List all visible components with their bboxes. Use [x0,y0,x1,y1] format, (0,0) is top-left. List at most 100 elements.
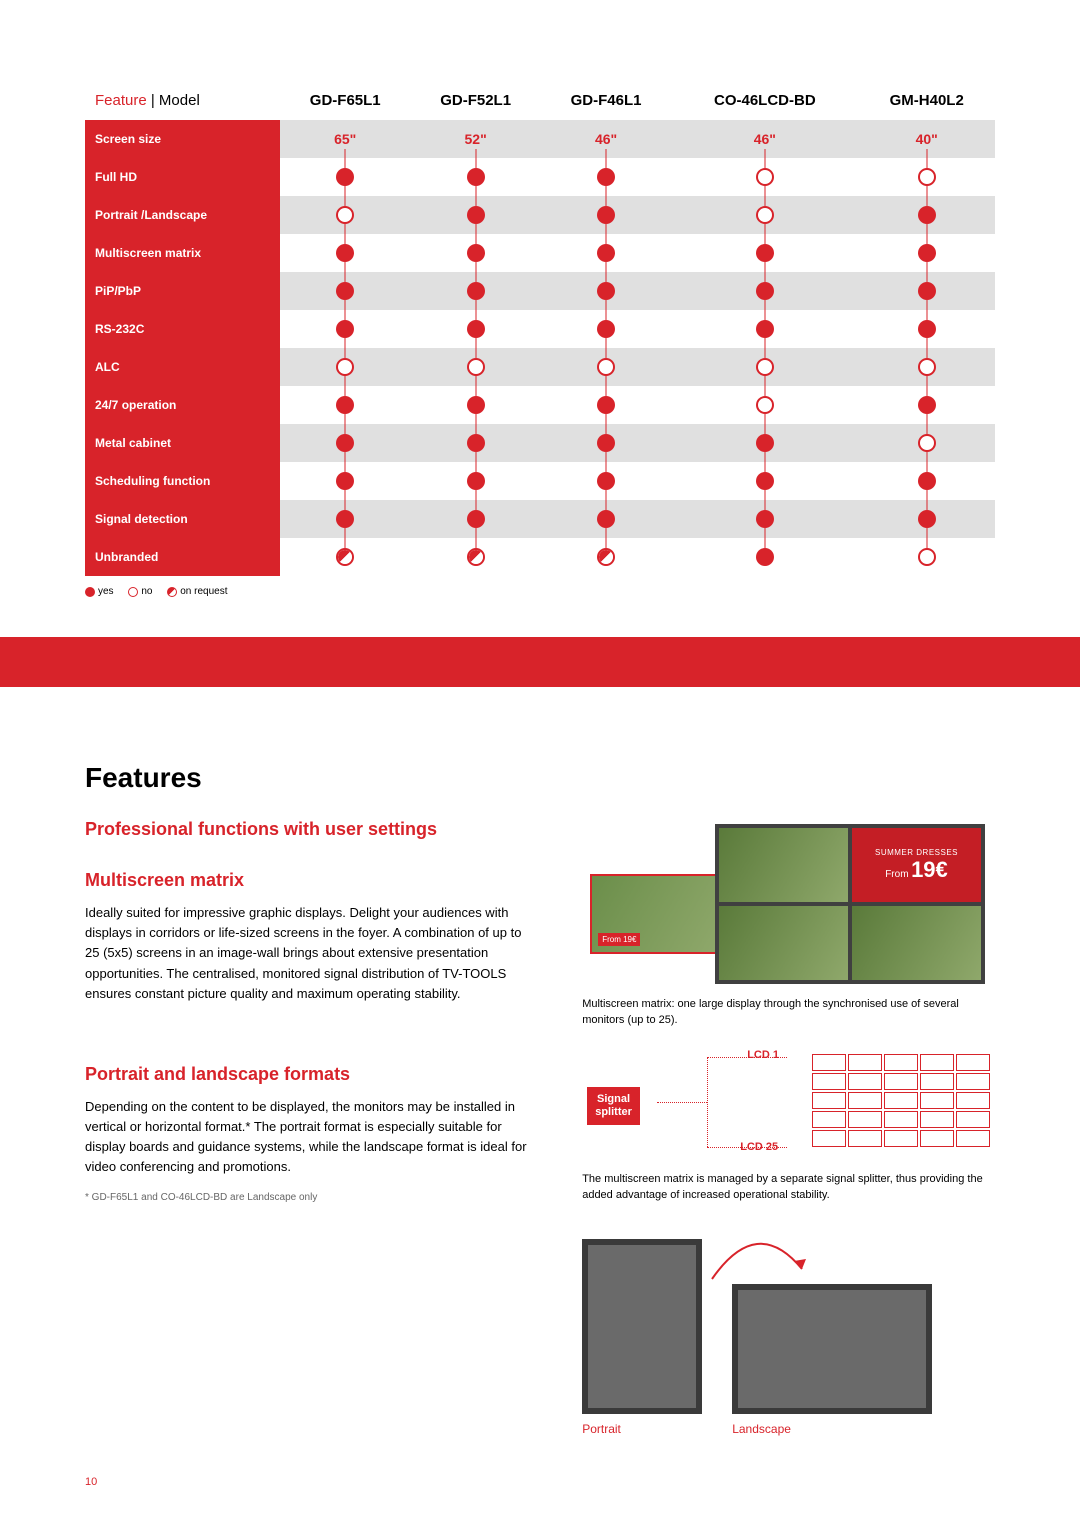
grid-cell [852,906,981,980]
lcd-cell [812,1054,846,1071]
lcd-cell [956,1111,990,1128]
dot-yes-icon [467,472,485,490]
dot-yes-icon [597,510,615,528]
dot-yes-icon [756,548,774,566]
dot-yes-icon [467,206,485,224]
portrait-frame [582,1239,702,1414]
dot-yes-icon [597,244,615,262]
lcd-cell [920,1054,954,1071]
feature-row-label: RS-232C [85,310,280,348]
dot-yes-icon [597,320,615,338]
dot-yes-icon [336,168,354,186]
legend-req-icon [167,587,177,597]
dot-no-icon [918,548,936,566]
table-legend: yes no on request [85,586,995,597]
feature-row-label: PiP/PbP [85,272,280,310]
dot-yes-icon [336,244,354,262]
features-title: Features [85,762,995,794]
multiscreen-heading: Multiscreen matrix [85,870,532,891]
portrait-heading: Portrait and landscape formats [85,1064,532,1085]
lcd-cell [812,1130,846,1147]
dot-no-icon [336,206,354,224]
feature-cell [858,538,995,576]
lcd-cell [812,1092,846,1109]
dot-yes-icon [597,206,615,224]
dot-yes-icon [597,472,615,490]
lcd-cell [848,1130,882,1147]
grid-cell [719,906,848,980]
dot-req-icon [597,548,615,566]
dot-yes-icon [336,434,354,452]
dot-yes-icon [918,244,936,262]
multiscreen-caption: Multiscreen matrix: one large display th… [582,997,995,1029]
comparison-table: Feature | Model GD-F65L1 GD-F52L1 GD-F46… [85,80,995,576]
dot-no-icon [756,206,774,224]
dot-yes-icon [756,472,774,490]
lcd-cell [848,1111,882,1128]
lcd-cell [920,1130,954,1147]
lcd-cell [812,1073,846,1090]
dot-yes-icon [467,434,485,452]
feature-row-label: Screen size [85,120,280,158]
multiscreen-illustration: From 19€ SUMMER DRESSES From 19€ [582,819,995,989]
page-number: 10 [85,1476,995,1488]
feature-row-label: Full HD [85,158,280,196]
model-header: GD-F52L1 [410,80,540,120]
dot-yes-icon [756,320,774,338]
signal-splitter-box: Signalsplitter [587,1087,640,1125]
feature-row-label: Multiscreen matrix [85,234,280,272]
dot-yes-icon [597,396,615,414]
grid-cell-promo: SUMMER DRESSES From 19€ [852,828,981,902]
dot-no-icon [918,434,936,452]
dot-yes-icon [467,396,485,414]
dot-yes-icon [756,434,774,452]
legend-yes-icon [85,587,95,597]
dot-no-icon [597,358,615,376]
landscape-frame [732,1284,932,1414]
lcd-cell [848,1054,882,1071]
dot-yes-icon [336,472,354,490]
lcd-5x5-grid [812,1054,990,1147]
model-header: GD-F65L1 [280,80,410,120]
feature-cell [280,538,410,576]
dot-yes-icon [467,282,485,300]
lcd-cell [956,1054,990,1071]
dot-no-icon [756,396,774,414]
dot-yes-icon [918,396,936,414]
dot-no-icon [756,168,774,186]
dot-no-icon [918,358,936,376]
feature-row-label: Metal cabinet [85,424,280,462]
model-header: CO-46LCD-BD [671,80,858,120]
feature-row-label: Scheduling function [85,462,280,500]
dot-yes-icon [918,206,936,224]
rotate-arrow-icon [702,1229,812,1289]
dot-yes-icon [756,282,774,300]
lcd-cell [884,1130,918,1147]
legend-no-icon [128,587,138,597]
pro-functions-heading: Professional functions with user setting… [85,819,532,840]
dot-yes-icon [597,282,615,300]
lcd-cell [848,1073,882,1090]
dot-yes-icon [756,244,774,262]
dot-yes-icon [467,244,485,262]
dot-yes-icon [467,510,485,528]
lcd-cell [884,1111,918,1128]
multiscreen-source-box: From 19€ [590,874,720,954]
feature-cell [671,538,858,576]
landscape-label: Landscape [732,1422,932,1436]
dot-yes-icon [597,434,615,452]
dot-no-icon [336,358,354,376]
red-divider-bar [0,637,1080,687]
feature-cell [541,538,671,576]
multiscreen-2x2-grid: SUMMER DRESSES From 19€ [715,824,985,984]
dot-yes-icon [336,396,354,414]
dot-yes-icon [918,472,936,490]
dot-yes-icon [336,282,354,300]
feature-row-label: 24/7 operation [85,386,280,424]
model-header: GD-F46L1 [541,80,671,120]
feature-row-label: ALC [85,348,280,386]
dot-yes-icon [918,320,936,338]
feature-cell [410,538,540,576]
feature-row-label: Portrait /Landscape [85,196,280,234]
dot-req-icon [467,548,485,566]
